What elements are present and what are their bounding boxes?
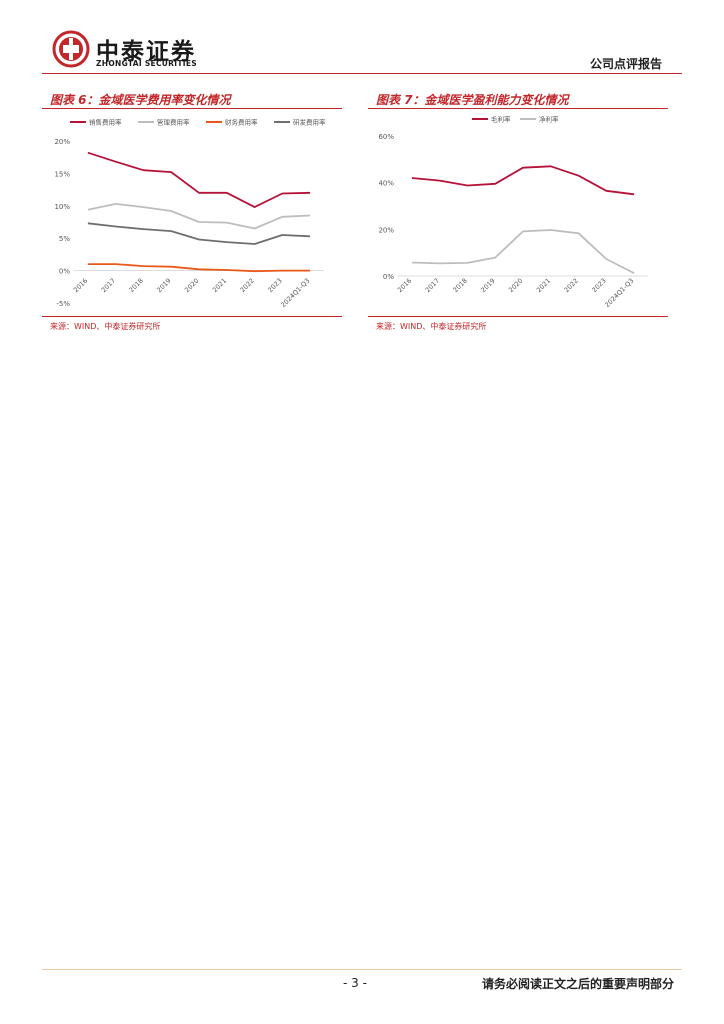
series-line-3: [87, 222, 311, 245]
x-tick-label: 2019: [479, 277, 496, 294]
x-tick-label: 2023: [266, 277, 283, 294]
report-type: 公司点评报告: [589, 57, 662, 71]
x-tick-label: 2017: [424, 277, 441, 294]
company-logo: 中泰证券 ZHONGTAI SECURITIES: [52, 30, 222, 70]
figure-7-source: 来源：WIND、中泰证券研究所: [376, 322, 487, 331]
series-line-0: [411, 165, 635, 196]
figure-6-chart: 20% 15% 10% 5% 0% -5%2016 2017 2018 2019 2020 2021…: [54, 118, 326, 310]
x-tick-label: 2018: [452, 277, 469, 294]
y-tick-label: 15%: [54, 170, 70, 178]
figure-7-title: 图表 7：金域医学盈利能力变化情况: [376, 93, 569, 107]
figure-6-title: 图表 6：金域医学费用率变化情况: [50, 93, 231, 107]
legend-label: 毛利率: [491, 115, 511, 124]
footer-divider: [42, 969, 682, 970]
figure-7-rule: [368, 108, 668, 109]
x-tick-label: 2020: [183, 277, 200, 294]
x-tick-label: 2021: [211, 277, 228, 294]
y-tick-label: 60%: [378, 133, 394, 141]
company-name-en: ZHONGTAI SECURITIES: [96, 59, 197, 68]
y-tick-label: 40%: [378, 180, 394, 188]
page-number: - 3 -: [343, 976, 367, 990]
x-tick-label: 2018: [128, 277, 145, 294]
series-line-0: [87, 151, 311, 208]
x-tick-label: 2017: [100, 277, 117, 294]
y-tick-label: 10%: [54, 203, 70, 211]
zhongtai-logo-icon: [52, 30, 90, 68]
x-tick-label: 2021: [535, 277, 552, 294]
figure-6-rule: [42, 108, 342, 109]
figure-6-source: 来源：WIND、中泰证券研究所: [50, 322, 161, 331]
y-tick-label: 20%: [54, 138, 70, 146]
x-tick-label: 2022: [239, 277, 256, 294]
disclaimer: 请务必阅读正文之后的重要声明部分: [481, 977, 674, 991]
legend-label: 净利率: [539, 115, 559, 124]
x-tick-label: 2019: [155, 277, 172, 294]
y-tick-label: 5%: [59, 235, 70, 243]
figure-7-chart: 60% 40% 20% 0% 2016 2017 2018 2019 2020 2021 2022 2…: [378, 115, 648, 309]
x-tick-label: 2023: [590, 277, 607, 294]
legend-label: 管理费用率: [157, 118, 190, 127]
legend-label: 销售费用率: [89, 118, 122, 127]
y-tick-label: 20%: [378, 226, 394, 234]
y-tick-label: 0%: [59, 268, 70, 276]
x-tick-label: 2016: [72, 277, 89, 294]
series-line-1: [411, 229, 635, 275]
figure-6-bottom-rule: [42, 316, 342, 317]
legend-label: 财务费用率: [225, 118, 258, 127]
header-divider: [42, 73, 682, 74]
series-line-2: [87, 263, 311, 273]
x-tick-label: 2024Q1-Q3: [603, 277, 635, 309]
x-tick-label: 2024Q1-Q3: [279, 277, 311, 309]
series-line-1: [87, 203, 311, 230]
company-name-cn: 中泰证券: [96, 39, 196, 65]
x-tick-label: 2016: [396, 277, 413, 294]
figure-7-bottom-rule: [368, 316, 668, 317]
y-tick-label: 0%: [383, 273, 394, 281]
y-tick-label: -5%: [56, 300, 70, 308]
x-tick-label: 2022: [563, 277, 580, 294]
legend-label: 研发费用率: [293, 118, 326, 127]
x-tick-label: 2020: [507, 277, 524, 294]
